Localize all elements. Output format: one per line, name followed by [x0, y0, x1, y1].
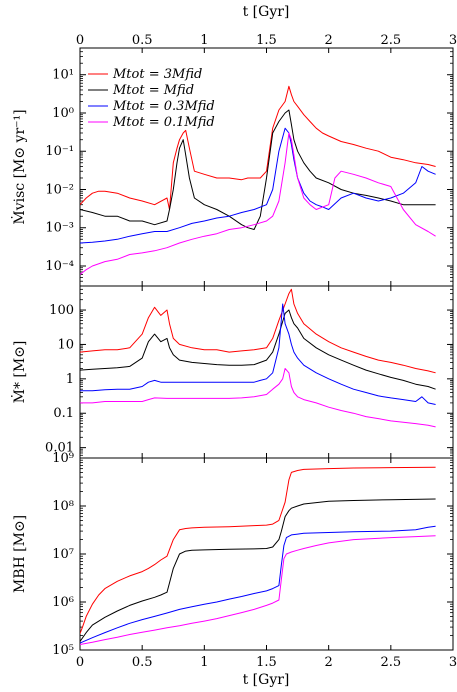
- y-tick-label: 10: [57, 337, 74, 352]
- series-line-panel0-3: [80, 132, 436, 275]
- bottom-x-tick-label: 2: [325, 655, 333, 670]
- series-line-panel2-3: [80, 535, 436, 645]
- y-tick-label: 10⁸: [52, 499, 74, 514]
- series-line-panel1-2: [80, 303, 436, 405]
- bottom-x-tick-label: 1: [200, 655, 208, 670]
- series-line-panel0-2: [80, 127, 436, 244]
- y-tick-label: 10⁻⁴: [45, 259, 74, 274]
- panel-middle-frame: [79, 285, 454, 459]
- bottom-x-tick-label: 0: [76, 655, 84, 670]
- series-line-panel1-1: [80, 309, 436, 390]
- series-layer: [80, 85, 436, 645]
- legend: Mtot = 3Mfid Mtot = Mfid Mtot = 0.3Mfid …: [88, 67, 215, 130]
- y-tick-label: 10⁷: [52, 547, 74, 562]
- y-tick-label: 10⁻²: [45, 182, 74, 197]
- legend-label-0: Mtot = 3Mfid: [112, 67, 202, 82]
- series-line-panel2-1: [80, 498, 436, 642]
- legend-label-2: Mtot = 0.3Mfid: [112, 99, 215, 114]
- bottom-xaxis-label: t [Gyr]: [243, 672, 290, 688]
- series-line-panel2-2: [80, 525, 436, 644]
- series-line-panel1-3: [80, 368, 436, 428]
- top-x-tick-label: 0: [76, 33, 84, 48]
- bottom-yaxis-label: MBH [M⊙]: [12, 515, 28, 593]
- y-tick-label: 10⁻³: [45, 221, 74, 236]
- y-tick-label: 1: [66, 372, 74, 387]
- y-tick-label: 0.01: [45, 441, 74, 456]
- y-tick-label: 10⁻¹: [45, 144, 74, 159]
- top-x-tick-label: 2: [325, 33, 333, 48]
- series-line-panel2-0: [80, 466, 436, 634]
- bottom-x-tick-label: 0.5: [132, 655, 153, 670]
- series-line-panel0-0: [80, 85, 436, 210]
- y-tick-label: 10⁰: [52, 106, 74, 121]
- y-tick-label: 10⁹: [52, 451, 74, 466]
- bottom-x-tick-label: 1.5: [256, 655, 277, 670]
- top-x-tick-label: 1: [200, 33, 208, 48]
- y-tick-label: 10¹: [52, 68, 74, 83]
- y-tick-label: 100: [49, 303, 74, 318]
- bottom-x-tick-label: 2.5: [380, 655, 401, 670]
- top-xaxis-label: t [Gyr]: [243, 4, 290, 20]
- ticks-layer: 10⁻⁴10⁻³10⁻²10⁻¹10⁰10¹0.010.111010010⁵10…: [45, 33, 457, 670]
- legend-label-1: Mtot = Mfid: [112, 83, 194, 98]
- top-x-tick-label: 1.5: [256, 33, 277, 48]
- top-x-tick-label: 3: [449, 33, 457, 48]
- y-tick-label: 10⁶: [52, 595, 74, 610]
- y-tick-label: 0.1: [53, 406, 74, 421]
- top-x-tick-label: 0.5: [132, 33, 153, 48]
- top-yaxis-label: Ṁvisc [M⊙ yr⁻¹]: [10, 109, 28, 224]
- series-line-panel0-1: [80, 109, 436, 230]
- bottom-x-tick-label: 3: [449, 655, 457, 670]
- legend-label-3: Mtot = 0.1Mfid: [112, 115, 215, 130]
- middle-yaxis-label: Ṁ* [M⊙]: [10, 341, 28, 404]
- y-tick-label: 10⁵: [52, 643, 74, 658]
- series-line-panel1-0: [80, 288, 436, 374]
- top-x-tick-label: 2.5: [380, 33, 401, 48]
